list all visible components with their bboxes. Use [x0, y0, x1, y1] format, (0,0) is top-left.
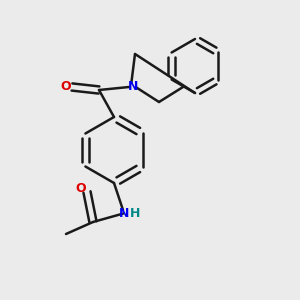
Text: H: H [130, 207, 140, 220]
Text: O: O [75, 182, 86, 196]
Text: O: O [60, 80, 71, 94]
Text: N: N [128, 80, 138, 94]
Text: N: N [119, 207, 130, 220]
